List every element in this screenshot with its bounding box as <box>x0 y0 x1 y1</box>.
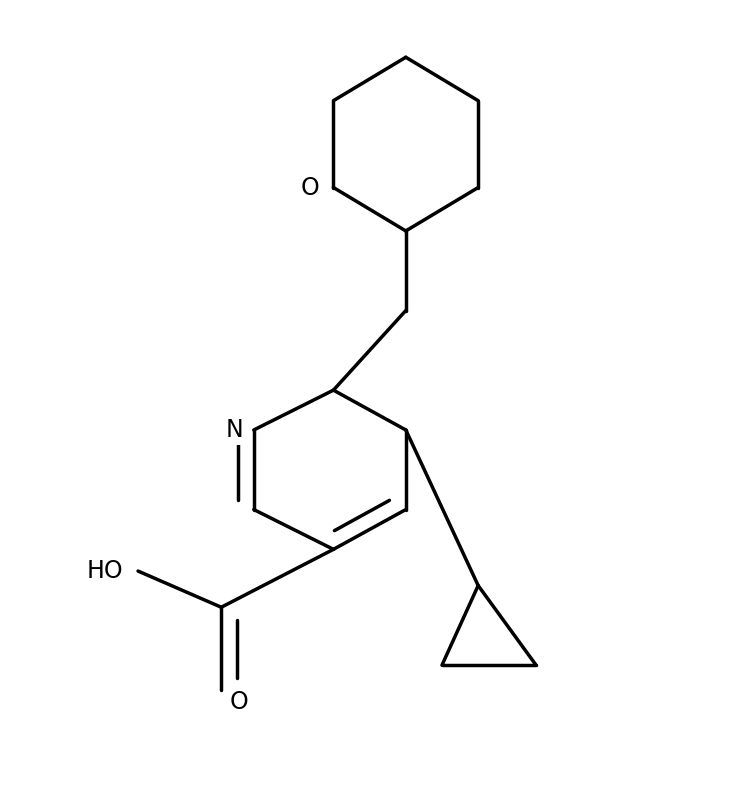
Text: O: O <box>230 691 249 715</box>
Text: HO: HO <box>87 559 124 583</box>
Text: N: N <box>225 418 243 442</box>
Text: O: O <box>300 176 319 200</box>
